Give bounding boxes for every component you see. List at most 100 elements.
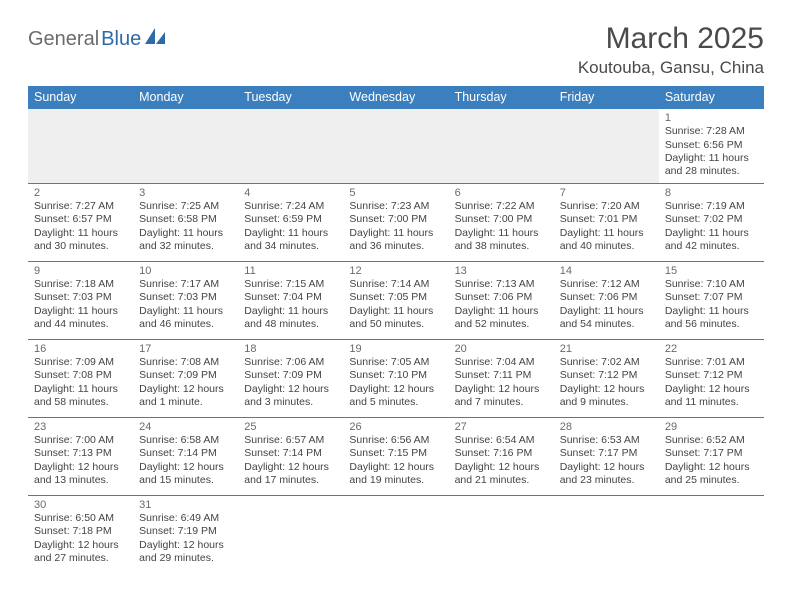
day-number: 25 [244,420,337,434]
daylight-line: Daylight: 11 hours [560,305,653,318]
sunset-line: Sunset: 6:59 PM [244,213,337,226]
calendar-cell: 28Sunrise: 6:53 AMSunset: 7:17 PMDayligh… [554,417,659,495]
calendar-cell [449,109,554,183]
daylight-line: and 21 minutes. [455,474,548,487]
daylight-line: and 42 minutes. [665,240,758,253]
daylight-line: Daylight: 11 hours [349,305,442,318]
daylight-line: and 36 minutes. [349,240,442,253]
daylight-line: Daylight: 12 hours [349,461,442,474]
sunset-line: Sunset: 7:18 PM [34,525,127,538]
sunrise-line: Sunrise: 7:18 AM [34,278,127,291]
sunset-line: Sunset: 7:08 PM [34,369,127,382]
daylight-line: and 29 minutes. [139,552,232,565]
calendar-cell: 20Sunrise: 7:04 AMSunset: 7:11 PMDayligh… [449,339,554,417]
daylight-line: and 5 minutes. [349,396,442,409]
sunrise-line: Sunrise: 7:02 AM [560,356,653,369]
sunset-line: Sunset: 7:14 PM [244,447,337,460]
calendar-cell: 4Sunrise: 7:24 AMSunset: 6:59 PMDaylight… [238,183,343,261]
daylight-line: and 44 minutes. [34,318,127,331]
daylight-line: Daylight: 12 hours [244,461,337,474]
day-number: 9 [34,264,127,278]
calendar-cell: 18Sunrise: 7:06 AMSunset: 7:09 PMDayligh… [238,339,343,417]
day-number: 12 [349,264,442,278]
daylight-line: and 58 minutes. [34,396,127,409]
daylight-line: and 9 minutes. [560,396,653,409]
daylight-line: and 11 minutes. [665,396,758,409]
calendar-cell: 6Sunrise: 7:22 AMSunset: 7:00 PMDaylight… [449,183,554,261]
calendar-cell: 15Sunrise: 7:10 AMSunset: 7:07 PMDayligh… [659,261,764,339]
day-number: 23 [34,420,127,434]
day-number: 8 [665,186,758,200]
calendar-cell: 16Sunrise: 7:09 AMSunset: 7:08 PMDayligh… [28,339,133,417]
calendar-cell: 9Sunrise: 7:18 AMSunset: 7:03 PMDaylight… [28,261,133,339]
calendar-cell: 8Sunrise: 7:19 AMSunset: 7:02 PMDaylight… [659,183,764,261]
daylight-line: and 25 minutes. [665,474,758,487]
daylight-line: and 52 minutes. [455,318,548,331]
calendar-cell [28,109,133,183]
sunset-line: Sunset: 7:19 PM [139,525,232,538]
daylight-line: and 13 minutes. [34,474,127,487]
daylight-line: and 19 minutes. [349,474,442,487]
day-number: 30 [34,498,127,512]
calendar-cell [238,495,343,573]
day-number: 17 [139,342,232,356]
daylight-line: Daylight: 12 hours [455,461,548,474]
sunset-line: Sunset: 7:15 PM [349,447,442,460]
sunrise-line: Sunrise: 7:09 AM [34,356,127,369]
brand-part2: Blue [101,28,141,51]
daylight-line: and 54 minutes. [560,318,653,331]
calendar-cell: 30Sunrise: 6:50 AMSunset: 7:18 PMDayligh… [28,495,133,573]
sunset-line: Sunset: 7:06 PM [560,291,653,304]
sunset-line: Sunset: 7:02 PM [665,213,758,226]
daylight-line: Daylight: 12 hours [665,461,758,474]
daylight-line: Daylight: 11 hours [455,227,548,240]
location-line: Koutouba, Gansu, China [578,58,764,78]
daylight-line: and 38 minutes. [455,240,548,253]
sunset-line: Sunset: 7:03 PM [139,291,232,304]
daylight-line: Daylight: 11 hours [349,227,442,240]
sunset-line: Sunset: 7:16 PM [455,447,548,460]
day-number: 31 [139,498,232,512]
weekday-col: Sunday [28,86,133,109]
daylight-line: and 27 minutes. [34,552,127,565]
day-number: 26 [349,420,442,434]
calendar-cell: 7Sunrise: 7:20 AMSunset: 7:01 PMDaylight… [554,183,659,261]
day-number: 13 [455,264,548,278]
day-number: 18 [244,342,337,356]
sunrise-line: Sunrise: 7:13 AM [455,278,548,291]
daylight-line: Daylight: 12 hours [139,383,232,396]
sunset-line: Sunset: 7:11 PM [455,369,548,382]
daylight-line: and 23 minutes. [560,474,653,487]
weekday-header: Sunday Monday Tuesday Wednesday Thursday… [28,86,764,109]
sunset-line: Sunset: 6:58 PM [139,213,232,226]
daylight-line: Daylight: 12 hours [455,383,548,396]
daylight-line: Daylight: 12 hours [34,539,127,552]
calendar-cell [554,495,659,573]
sunrise-line: Sunrise: 7:14 AM [349,278,442,291]
calendar-table: Sunday Monday Tuesday Wednesday Thursday… [28,86,764,573]
sunrise-line: Sunrise: 7:17 AM [139,278,232,291]
day-number: 2 [34,186,127,200]
sunrise-line: Sunrise: 7:20 AM [560,200,653,213]
header-row: GeneralBlue March 2025 Koutouba, Gansu, … [28,22,764,78]
sunset-line: Sunset: 7:06 PM [455,291,548,304]
sunrise-line: Sunrise: 6:54 AM [455,434,548,447]
sunset-line: Sunset: 7:05 PM [349,291,442,304]
daylight-line: and 15 minutes. [139,474,232,487]
calendar-page: GeneralBlue March 2025 Koutouba, Gansu, … [0,0,792,612]
day-number: 10 [139,264,232,278]
sunrise-line: Sunrise: 6:57 AM [244,434,337,447]
title-block: March 2025 Koutouba, Gansu, China [578,22,764,78]
daylight-line: and 48 minutes. [244,318,337,331]
daylight-line: Daylight: 11 hours [560,227,653,240]
sunset-line: Sunset: 7:13 PM [34,447,127,460]
calendar-cell: 23Sunrise: 7:00 AMSunset: 7:13 PMDayligh… [28,417,133,495]
sunset-line: Sunset: 7:09 PM [244,369,337,382]
sunset-line: Sunset: 7:01 PM [560,213,653,226]
day-number: 28 [560,420,653,434]
day-number: 20 [455,342,548,356]
daylight-line: and 50 minutes. [349,318,442,331]
weekday-col: Friday [554,86,659,109]
sunset-line: Sunset: 7:07 PM [665,291,758,304]
calendar-cell: 2Sunrise: 7:27 AMSunset: 6:57 PMDaylight… [28,183,133,261]
